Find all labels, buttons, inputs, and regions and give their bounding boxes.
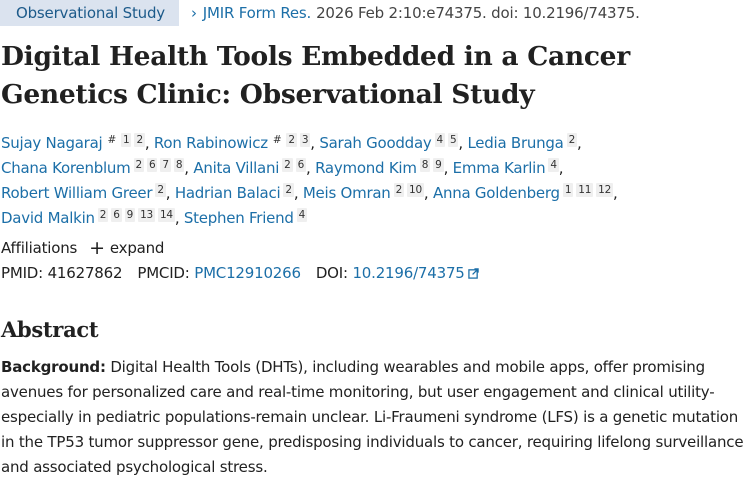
article-title: Digital Health Tools Embedded in a Cance… — [1, 41, 630, 110]
author-link[interactable]: Ledia Brunga — [467, 134, 564, 152]
article-identifiers: PMID: 41627862 PMCID: PMC12910266 DOI: 1… — [1, 264, 750, 282]
journal-link[interactable]: JMIR Form Res. — [202, 4, 312, 22]
doi-label: DOI: — [315, 264, 348, 282]
author-link[interactable]: David Malkin — [1, 209, 95, 227]
author-link[interactable]: Ron Rabinowicz — [153, 134, 268, 152]
affiliation-ref-badge[interactable]: 2 — [566, 133, 578, 147]
affiliations-label: Affiliations — [1, 239, 78, 257]
affiliation-ref-badge[interactable]: 10 — [407, 183, 424, 197]
pmid-label: PMID: — [1, 264, 44, 282]
author-link[interactable]: Anna Goldenberg — [432, 184, 560, 202]
author-affiliation-refs: 4 — [545, 158, 559, 172]
affiliation-ref-badge[interactable]: 8 — [173, 158, 185, 172]
affiliation-ref-badge[interactable]: 6 — [295, 158, 307, 172]
pmcid: PMCID: PMC12910266 — [137, 264, 301, 282]
citation: › JMIR Form Res. 2026 Feb 2:10:e74375. d… — [191, 4, 640, 22]
author-link[interactable]: Robert William Greer — [1, 184, 153, 202]
expand-label: expand — [109, 239, 165, 257]
abstract-background: Background: Digital Health Tools (DHTs),… — [1, 355, 749, 480]
doi: DOI: 10.2196/74375 — [316, 264, 479, 282]
citation-text: 2026 Feb 2:10:e74375. doi: 10.2196/74375… — [316, 4, 640, 22]
affiliation-ref-badge[interactable]: 6 — [111, 208, 122, 222]
affiliation-ref-badge[interactable]: 14 — [157, 208, 175, 222]
affiliation-ref-badge[interactable]: 7 — [160, 158, 171, 172]
affiliation-ref-badge[interactable]: 13 — [138, 208, 155, 222]
affiliations-expand-button[interactable]: + expand — [89, 236, 165, 259]
author-affiliation-refs: #2 3 — [268, 133, 311, 147]
author-affiliation-refs: 2 — [152, 183, 166, 197]
abstract-heading: Abstract — [1, 317, 99, 342]
affiliation-ref-badge[interactable]: 8 — [419, 158, 431, 172]
affiliation-ref-badge[interactable]: 2 — [283, 183, 294, 197]
affiliation-ref-badge[interactable]: 9 — [433, 158, 444, 172]
author-affiliation-refs: 4 — [294, 208, 308, 222]
author-link[interactable]: Sujay Nagaraj — [1, 134, 103, 152]
affiliation-ref-badge[interactable]: 2 — [286, 133, 297, 147]
affiliation-ref-badge[interactable]: 2 — [282, 158, 293, 172]
external-link-icon — [467, 268, 479, 279]
author-affiliation-refs: 2 — [564, 133, 578, 147]
author-link[interactable]: Meis Omran — [302, 184, 391, 202]
author-link[interactable]: Emma Karlin — [452, 159, 546, 177]
affiliation-ref-badge[interactable]: 2 — [134, 133, 145, 147]
affiliation-ref-badge[interactable]: 2 — [133, 158, 144, 172]
affiliation-ref-badge[interactable]: 11 — [576, 183, 594, 197]
section-label: Background: — [1, 358, 106, 376]
affiliation-ref-badge[interactable]: 4 — [548, 158, 559, 172]
doi-value: 10.2196/74375 — [352, 264, 465, 282]
author-link[interactable]: Hadrian Balaci — [174, 184, 281, 202]
affiliations-row: Affiliations + expand — [1, 236, 750, 259]
author-link[interactable]: Raymond Kim — [315, 159, 417, 177]
plus-icon: + — [89, 236, 105, 259]
author-list: Sujay Nagaraj #1 2, Ron Rabinowicz #2 3, Sar… — [1, 133, 618, 227]
pmid-value: 41627862 — [47, 264, 123, 282]
author-affiliation-refs: 2 10 — [391, 183, 424, 197]
affiliation-ref-badge[interactable]: 6 — [146, 158, 158, 172]
affiliation-ref-badge[interactable]: 12 — [596, 183, 614, 197]
article-page: Observational Study › JMIR Form Res. 202… — [0, 0, 750, 480]
doi-link[interactable]: 10.2196/74375 — [352, 264, 479, 282]
pmid: PMID: 41627862 — [1, 264, 123, 282]
article-type-badge: Observational Study — [0, 0, 179, 26]
pmcid-label: PMCID: — [137, 264, 190, 282]
equal-contribution-mark: # — [272, 134, 282, 146]
author-affiliation-refs: 1 11 12 — [560, 183, 614, 197]
affiliation-ref-badge[interactable]: 5 — [447, 133, 459, 147]
author-link[interactable]: Anita Villani — [193, 159, 280, 177]
affiliation-ref-badge[interactable]: 9 — [124, 208, 136, 222]
affiliation-ref-badge[interactable]: 4 — [434, 133, 445, 147]
affiliation-ref-badge[interactable]: 2 — [97, 208, 109, 222]
author-link[interactable]: Chana Korenblum — [1, 159, 131, 177]
author-link[interactable]: Stephen Friend — [183, 209, 294, 227]
equal-contribution-mark: # — [107, 134, 116, 146]
section-text: Digital Health Tools (DHTs), including w… — [1, 358, 744, 476]
affiliation-ref-badge[interactable]: 1 — [121, 133, 132, 147]
author-affiliation-refs: 2 — [280, 183, 294, 197]
author-affiliation-refs: 2 6 9 13 14 — [95, 208, 175, 222]
affiliation-ref-badge[interactable]: 4 — [296, 208, 308, 222]
chevron-right-icon: › — [190, 4, 197, 22]
affiliation-ref-badge[interactable]: 2 — [393, 183, 405, 197]
affiliation-ref-badge[interactable]: 3 — [299, 133, 311, 147]
affiliation-ref-badge[interactable]: 2 — [155, 183, 166, 197]
affiliation-ref-badge[interactable]: 1 — [562, 183, 574, 197]
author-link[interactable]: Sarah Goodday — [319, 134, 432, 152]
abstract-body: Background: Digital Health Tools (DHTs),… — [1, 355, 749, 480]
pmcid-link[interactable]: PMC12910266 — [194, 264, 301, 282]
citation-bar: Observational Study › JMIR Form Res. 202… — [0, 0, 750, 26]
author-affiliation-refs: #1 2 — [102, 133, 145, 147]
